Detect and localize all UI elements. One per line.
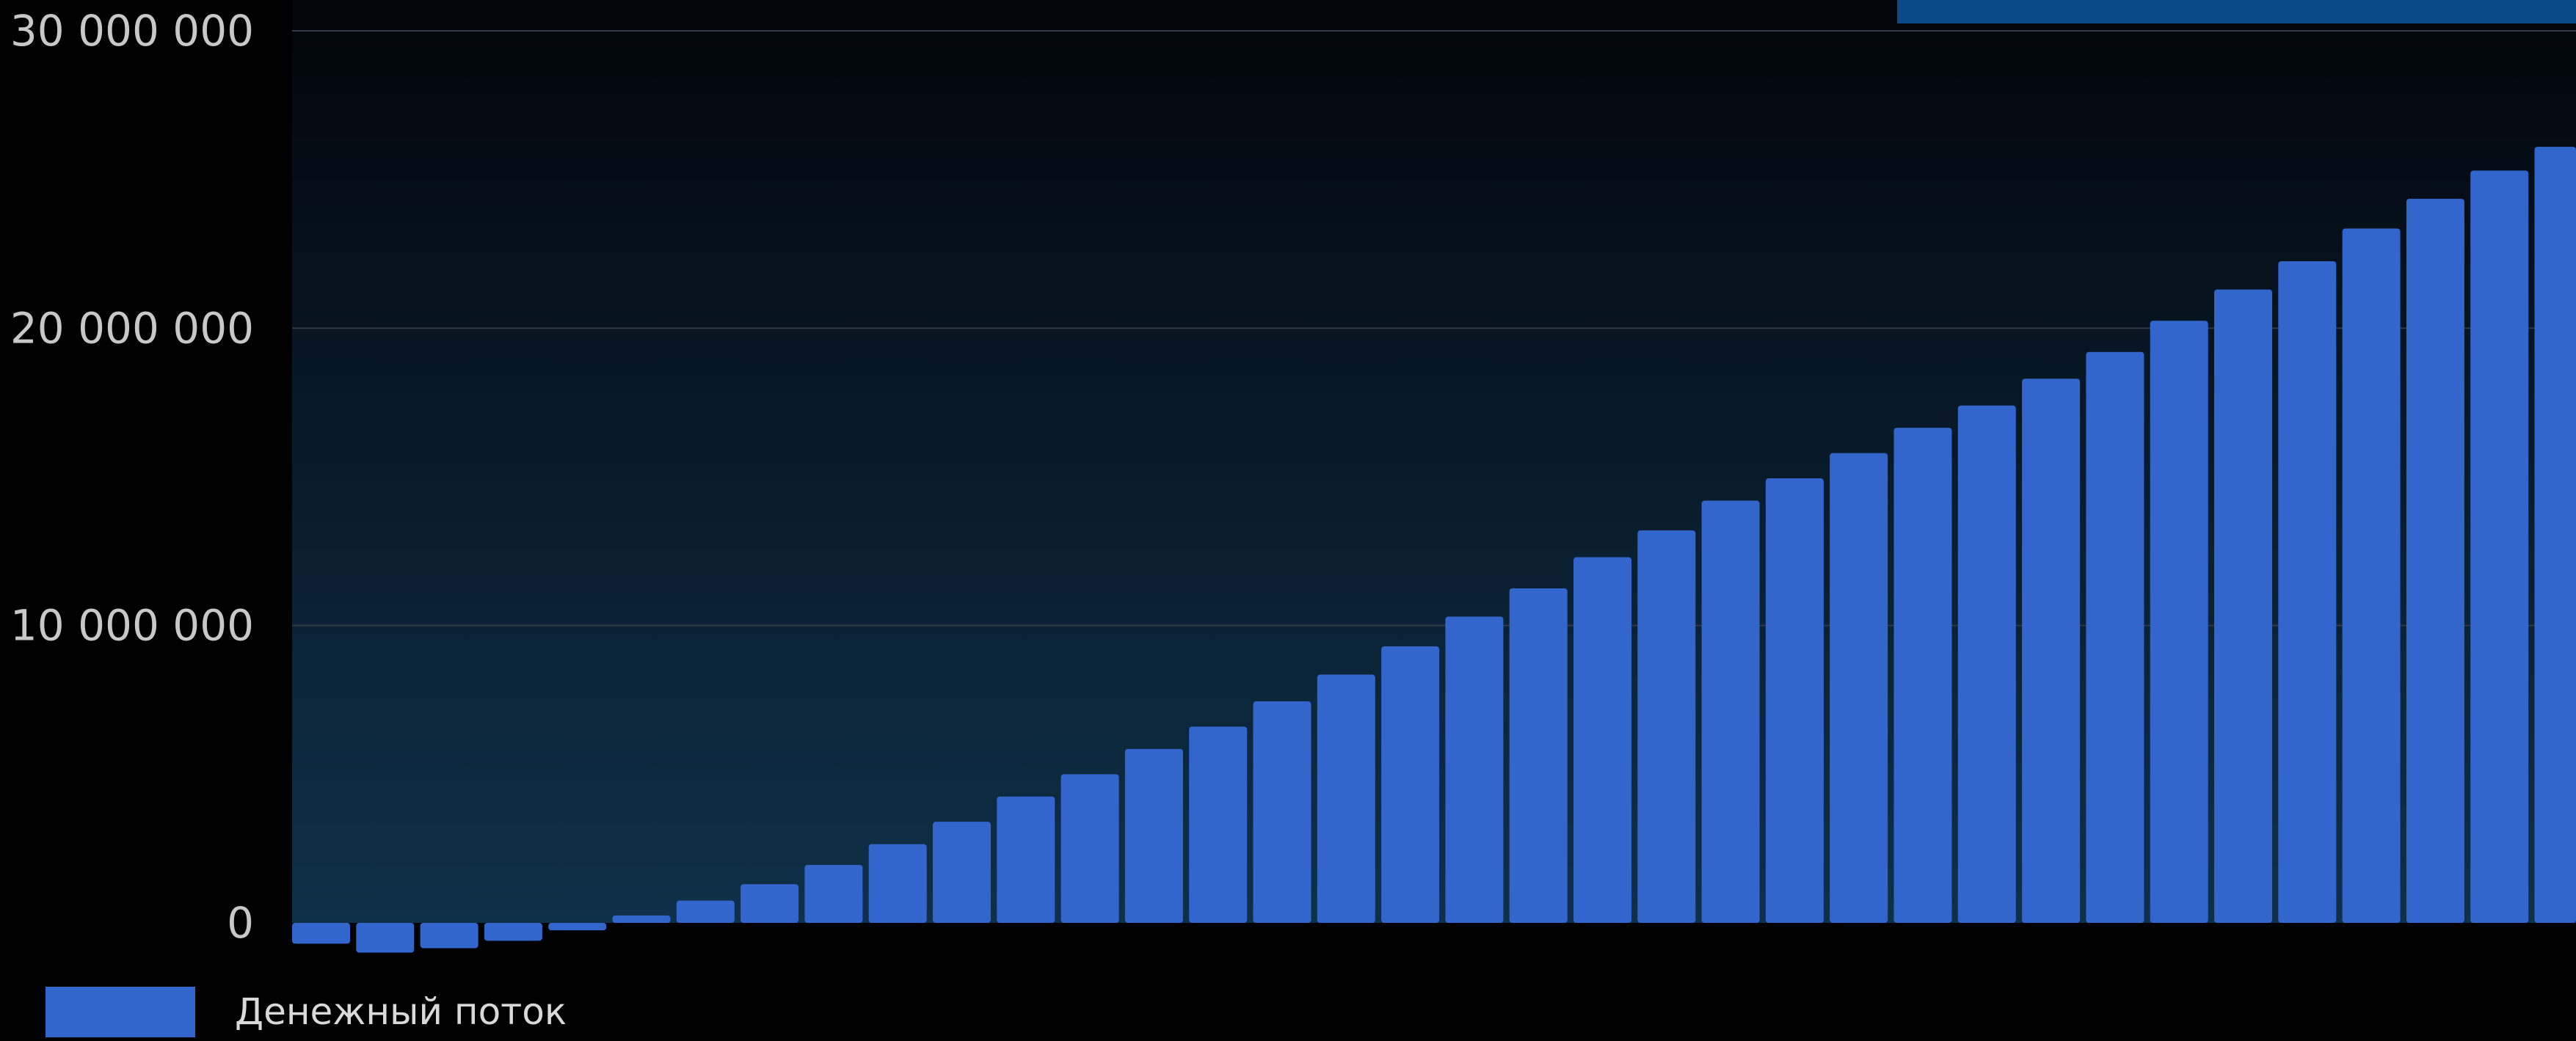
bar bbox=[1189, 726, 1247, 923]
y-tick-label: 0 bbox=[227, 898, 254, 948]
bar bbox=[1254, 701, 1311, 923]
bar bbox=[292, 923, 350, 943]
bar bbox=[1637, 530, 1695, 923]
legend: Денежный поток bbox=[46, 987, 567, 1037]
bar bbox=[1830, 453, 1888, 923]
bar bbox=[613, 916, 671, 923]
y-axis-ticks: 0 10 000 000 20 000 000 30 000 000 bbox=[10, 6, 254, 948]
y-tick-label: 30 000 000 bbox=[10, 6, 254, 56]
bar bbox=[804, 865, 862, 923]
bar bbox=[2535, 147, 2576, 923]
bar bbox=[1894, 428, 1952, 923]
bar bbox=[1702, 500, 1760, 923]
bar bbox=[2214, 290, 2272, 923]
bar bbox=[1766, 478, 1824, 923]
bar bbox=[548, 923, 606, 930]
bar bbox=[484, 923, 542, 940]
bar bbox=[997, 797, 1055, 923]
top-strip bbox=[1897, 0, 2576, 23]
bar bbox=[1381, 646, 1439, 923]
bar bbox=[2086, 352, 2144, 923]
bar bbox=[1061, 774, 1119, 923]
bar bbox=[741, 884, 798, 923]
bar bbox=[1958, 406, 2016, 923]
legend-swatch bbox=[46, 987, 195, 1037]
bar bbox=[2343, 229, 2401, 923]
legend-label: Денежный поток bbox=[235, 987, 567, 1037]
y-tick-label: 20 000 000 bbox=[10, 303, 254, 353]
bar bbox=[1573, 557, 1631, 923]
bar bbox=[1510, 588, 1568, 923]
bar bbox=[1445, 617, 1503, 923]
bar bbox=[1125, 749, 1183, 923]
bar bbox=[2022, 379, 2080, 923]
bar bbox=[677, 901, 735, 923]
bar bbox=[2150, 321, 2208, 923]
bar bbox=[869, 844, 927, 923]
bar bbox=[1317, 675, 1375, 923]
bar bbox=[2406, 199, 2464, 923]
bar bbox=[933, 822, 991, 923]
bar bbox=[2470, 171, 2528, 923]
bar bbox=[2278, 261, 2336, 923]
bar bbox=[421, 923, 479, 948]
bar bbox=[356, 923, 414, 953]
y-tick-label: 10 000 000 bbox=[10, 601, 254, 651]
